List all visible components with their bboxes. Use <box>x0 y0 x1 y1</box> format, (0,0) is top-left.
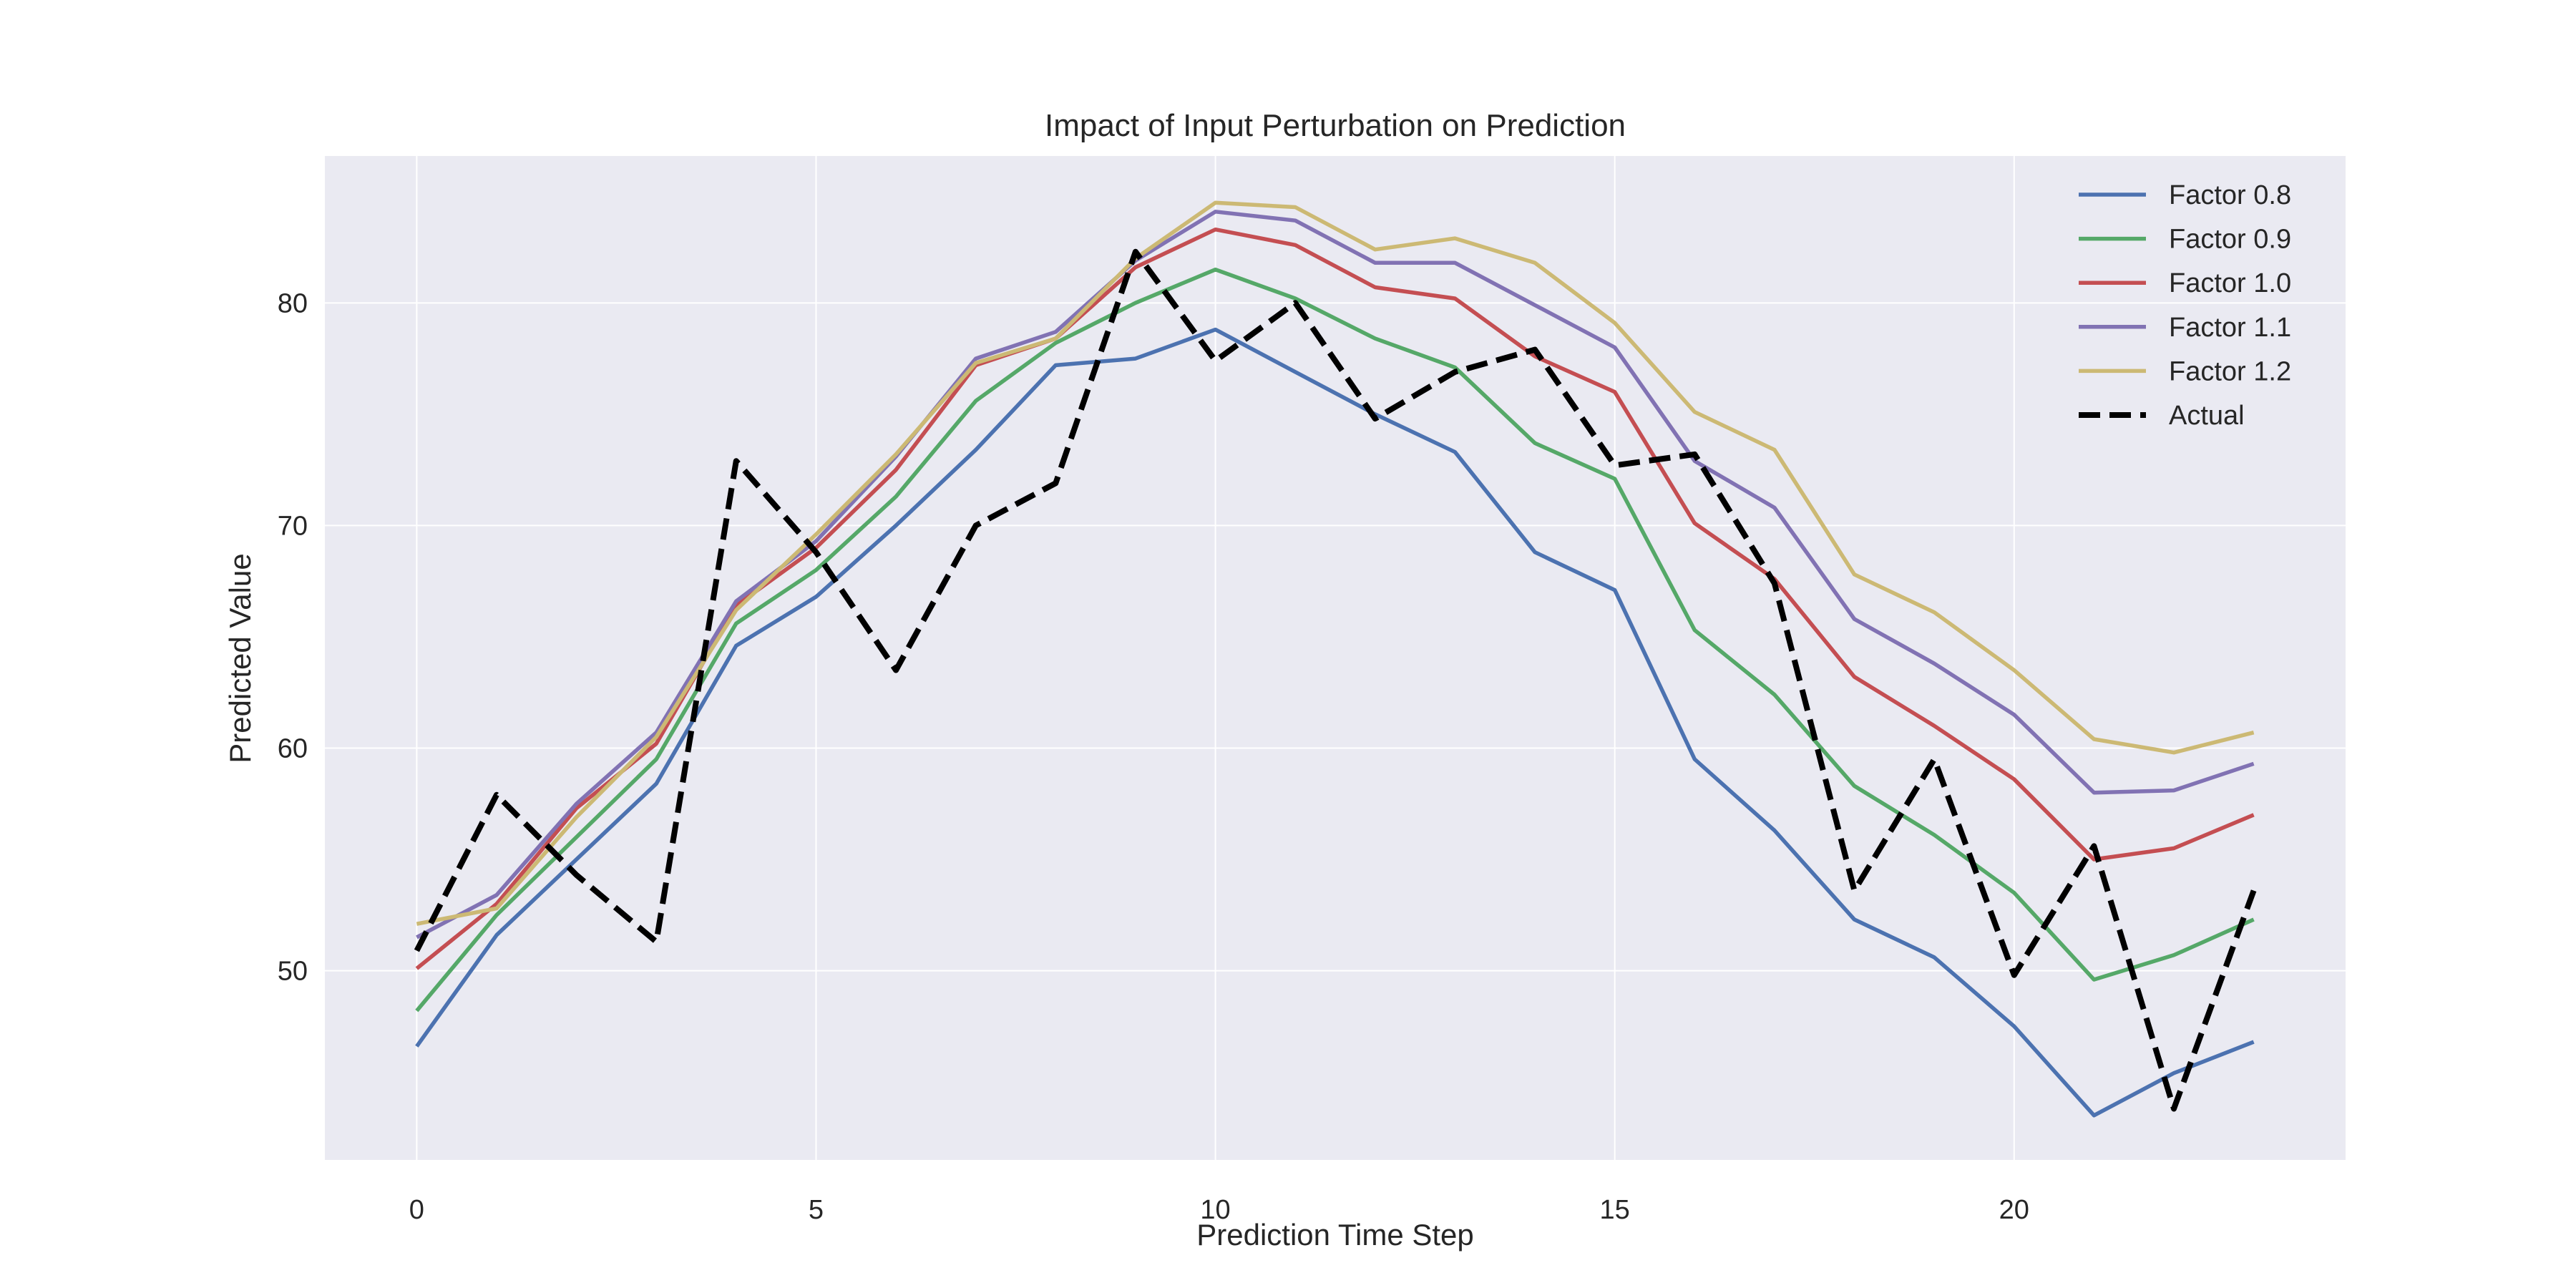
x-tick-label: 0 <box>409 1195 424 1225</box>
series-line-factor-0-9 <box>415 267 2255 1013</box>
series-line-actual <box>414 248 2257 1112</box>
legend-label: Factor 1.2 <box>2169 356 2291 386</box>
y-tick-label: 60 <box>278 733 308 763</box>
series-line-factor-1-2 <box>416 200 2255 926</box>
plot-background <box>325 156 2346 1160</box>
y-tick-label: 80 <box>278 288 308 318</box>
legend-label: Factor 1.0 <box>2169 268 2291 298</box>
x-tick-labels: 0 5 10 15 20 <box>409 1195 2029 1225</box>
series-lines <box>414 200 2257 1118</box>
x-axis-label: Prediction Time Step <box>1196 1218 1474 1252</box>
series-line-factor-1-1 <box>416 210 2255 940</box>
y-tick-label: 50 <box>278 957 308 987</box>
x-tick-label: 5 <box>809 1195 824 1225</box>
legend: Factor 0.8 Factor 0.9 Factor 1.0 Factor 1.1… <box>2079 180 2291 431</box>
x-tick-label: 20 <box>1999 1195 2029 1225</box>
series-line-factor-0-8 <box>415 327 2255 1118</box>
legend-label: Factor 0.9 <box>2169 225 2291 255</box>
legend-label: Factor 1.1 <box>2169 313 2291 343</box>
x-tick-label: 10 <box>1200 1195 1230 1225</box>
legend-label: Factor 0.8 <box>2169 180 2291 210</box>
y-tick-labels: 50 60 70 80 <box>278 288 308 986</box>
x-tick-label: 15 <box>1600 1195 1630 1225</box>
y-axis-label: Predicted Value <box>223 553 257 763</box>
legend-label: Actual <box>2169 401 2245 431</box>
y-tick-label: 70 <box>278 511 308 541</box>
chart-title: Impact of Input Perturbation on Predicti… <box>1045 108 1626 143</box>
